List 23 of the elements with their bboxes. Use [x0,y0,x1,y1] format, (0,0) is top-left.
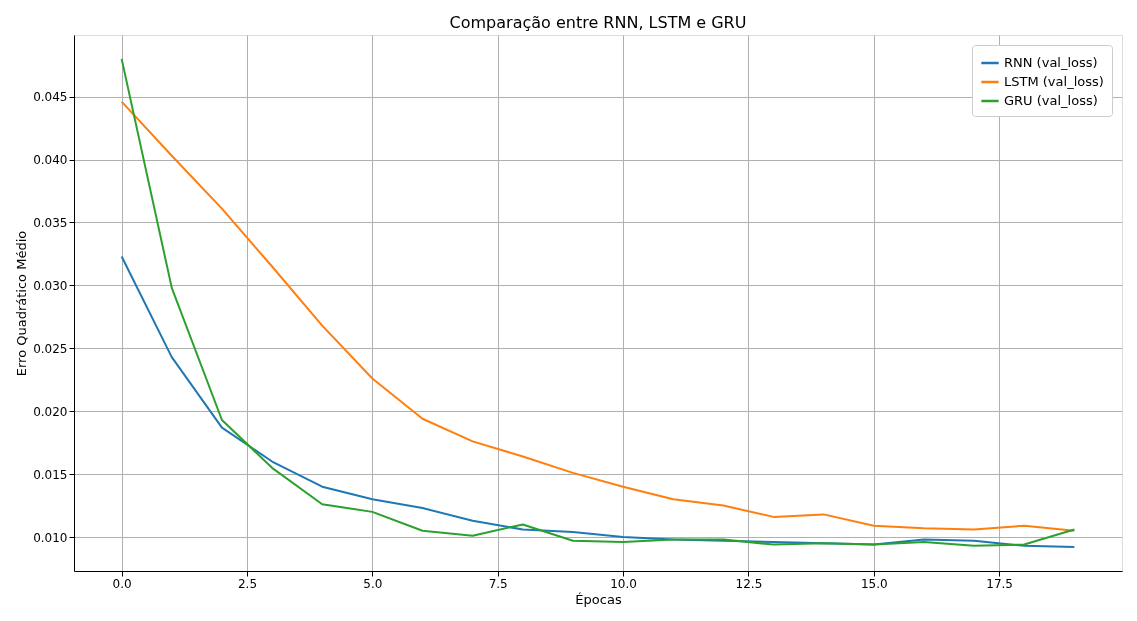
x-tick-label: 5.0 [363,576,383,591]
y-tick-label: 0.025 [33,341,68,356]
legend-label: LSTM (val_loss) [1004,74,1104,89]
y-tick-label: 0.045 [33,90,68,105]
y-tick-label: 0.010 [33,530,68,545]
x-tick-label: 15.0 [860,576,888,591]
y-axis-title: Erro Quadrático Médio [14,230,30,377]
x-tick-label: 12.5 [735,576,763,591]
line-series [120,255,1076,549]
y-tick-label: 0.040 [33,153,68,168]
legend-label: GRU (val_loss) [1004,93,1098,108]
chart-title: Comparação entre RNN, LSTM e GRU [449,13,747,32]
y-tick-label: 0.020 [33,404,68,419]
y-tick-label: 0.030 [33,278,68,293]
x-tick-label: 17.5 [986,576,1014,591]
x-tick-label: 2.5 [237,576,258,591]
legend-label: RNN (val_loss) [1004,55,1098,70]
x-tick-label: 0.0 [112,576,132,591]
x-axis-title: Épocas [575,591,622,607]
x-tick-label: 7.5 [488,576,508,591]
y-tick-label: 0.015 [33,467,68,482]
y-tick-label: 0.035 [33,215,68,230]
x-tick-label: 10.0 [610,576,637,591]
